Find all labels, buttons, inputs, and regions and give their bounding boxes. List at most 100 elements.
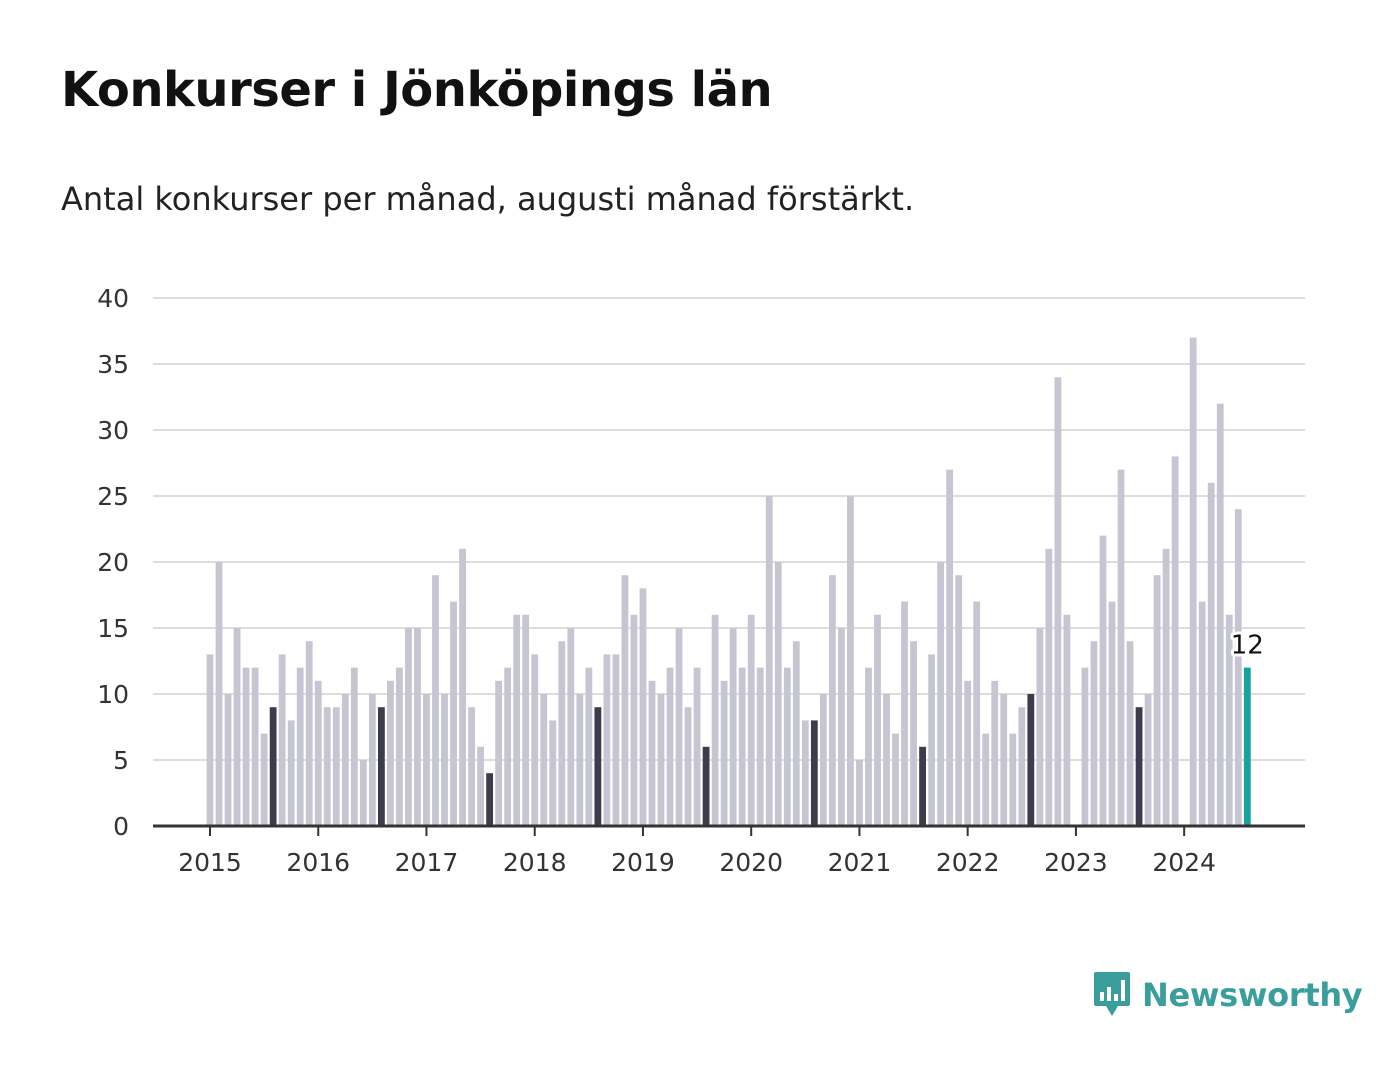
bar	[1207, 482, 1215, 826]
bar	[1171, 456, 1179, 826]
bar	[720, 680, 728, 826]
bar	[883, 694, 890, 826]
bar	[1234, 509, 1242, 826]
bar	[603, 654, 611, 826]
x-tick-label: 2019	[611, 848, 675, 877]
y-tick-label: 10	[97, 680, 129, 709]
bar	[1216, 403, 1224, 826]
bar	[801, 720, 809, 826]
bar	[991, 680, 999, 826]
bar	[296, 667, 304, 826]
x-tick-label: 2016	[286, 848, 350, 877]
bar	[396, 667, 403, 826]
bar	[486, 773, 494, 826]
bar	[323, 707, 331, 826]
bar	[1198, 601, 1206, 826]
bar	[233, 628, 241, 826]
x-tick-label: 2020	[719, 848, 783, 877]
y-tick-label: 15	[97, 614, 129, 643]
bar	[819, 694, 827, 826]
latest-value-label: 12	[1231, 631, 1264, 661]
bar	[549, 720, 557, 826]
bar	[468, 707, 475, 826]
y-tick-label: 25	[97, 482, 129, 511]
bar	[224, 694, 232, 826]
bar	[765, 496, 773, 826]
bar	[892, 733, 899, 826]
bar	[441, 694, 448, 826]
bar	[1189, 337, 1197, 826]
bar	[585, 667, 593, 826]
bar	[1243, 667, 1251, 826]
bar	[756, 667, 764, 826]
bar	[350, 667, 358, 826]
bar	[639, 588, 647, 826]
bar	[558, 641, 566, 826]
bar	[865, 667, 872, 826]
bar	[368, 694, 376, 826]
bar	[1045, 548, 1053, 826]
bar	[522, 614, 530, 826]
bar	[1018, 707, 1026, 826]
x-axis-labels: 2015 2016 2017 2018 2019 2020 2021 2022 2023 2024	[178, 848, 1216, 877]
bar	[657, 694, 665, 826]
bar	[377, 707, 385, 826]
bar	[964, 680, 972, 826]
bar	[450, 601, 457, 826]
bar	[594, 707, 602, 826]
bar	[477, 746, 484, 826]
bar	[738, 667, 746, 826]
bar	[612, 654, 620, 826]
bar	[1036, 628, 1044, 826]
x-tick-label: 2017	[395, 848, 459, 877]
bar	[1063, 614, 1071, 826]
bar	[666, 667, 674, 826]
bar	[729, 628, 737, 826]
bar	[387, 680, 394, 826]
bar	[1225, 614, 1233, 826]
bar	[828, 575, 836, 826]
bar	[314, 680, 322, 826]
bar	[1090, 641, 1098, 826]
bar	[206, 654, 214, 826]
x-tick-label: 2018	[503, 848, 567, 877]
bar	[260, 733, 268, 826]
bar	[432, 575, 439, 826]
bar	[459, 548, 466, 826]
y-tick-label: 0	[113, 812, 129, 841]
chart-title: Konkurser i Jönköpings län	[61, 62, 773, 118]
bar	[287, 720, 295, 826]
bar	[1153, 575, 1161, 826]
bar	[513, 614, 521, 826]
bar	[332, 707, 340, 826]
bar	[693, 667, 701, 826]
bar	[856, 760, 863, 826]
bar	[504, 667, 512, 826]
grid-lines	[153, 297, 1305, 761]
value-labels: 12	[1228, 628, 1267, 664]
bar	[1099, 535, 1107, 826]
bar	[946, 469, 954, 826]
bar	[847, 496, 854, 826]
bar	[810, 720, 818, 826]
bar	[901, 601, 908, 826]
bar	[576, 694, 584, 826]
x-tick-label: 2024	[1152, 848, 1216, 877]
bar	[1000, 694, 1008, 826]
bar	[567, 628, 575, 826]
x-tick-label: 2021	[828, 848, 892, 877]
bar	[540, 694, 548, 826]
bars	[206, 337, 1251, 826]
bar	[341, 694, 349, 826]
bar	[278, 654, 286, 826]
bar	[1009, 733, 1017, 826]
bar	[838, 628, 845, 826]
bar	[251, 667, 259, 826]
bar	[1054, 377, 1062, 826]
chart-subtitle: Antal konkurser per månad, augusti månad…	[61, 180, 915, 218]
bar	[702, 746, 710, 826]
bar	[359, 760, 367, 826]
y-tick-label: 30	[97, 416, 129, 445]
y-tick-label: 5	[113, 746, 129, 775]
bar	[973, 601, 981, 826]
